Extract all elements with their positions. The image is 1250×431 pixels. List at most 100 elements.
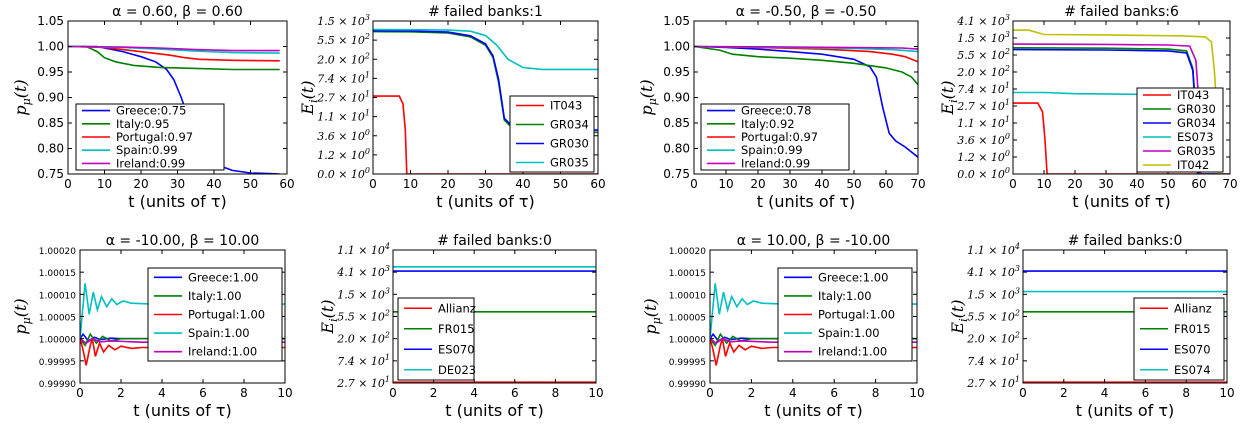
- x-tick-label: 8: [240, 386, 248, 400]
- chart-panel-8: # failed banks:0 0 2 4 6 8 10 2.7 × 101 7.4 × 10…: [948, 233, 1235, 420]
- x-tick-label: 70: [910, 177, 925, 191]
- x-tick-label: 2: [1060, 386, 1068, 400]
- y-tick-label: 2.0 × 102: [956, 64, 1010, 79]
- legend-label: FR015: [438, 322, 475, 336]
- legend-box: [397, 297, 475, 381]
- x-tick-label: 0: [64, 177, 72, 191]
- x-axis-label: t (units of τ): [133, 401, 231, 420]
- y-tick-label: 1.05: [37, 14, 64, 28]
- x-tick-label: 0: [1009, 177, 1017, 191]
- x-tick-label: 0: [1019, 386, 1027, 400]
- y-tick-label: 0.90: [37, 91, 64, 105]
- y-tick-label: 5.5 × 102: [967, 309, 1020, 324]
- x-tick-label: 0: [690, 177, 698, 191]
- chart-panel-3: α = -0.50, β = -0.50 0 10 20 30 40 50 60 70 0.75 0…: [637, 4, 926, 211]
- x-tick-label: 20: [1067, 177, 1082, 191]
- y-axis-label: pμ(t): [637, 79, 659, 115]
- chart-panel-1: α = 0.60, β = 0.60 0 10 20 30 40 50 60 0.75 0.80 0…: [11, 4, 295, 211]
- x-tick-label: 60: [1191, 177, 1206, 191]
- legend-label: GR035: [1177, 144, 1216, 158]
- y-tick-label: 3.6 × 100: [957, 132, 1010, 147]
- y-tick-label: 1.5 × 103: [337, 286, 390, 301]
- y-tick-label: 1.1 × 101: [317, 109, 370, 124]
- y-tick-label: 5.5 × 102: [317, 32, 370, 47]
- x-tick-label: 0: [706, 386, 714, 400]
- series-line-it043: [1013, 102, 1230, 174]
- y-tick-label: 1.00005: [669, 314, 706, 324]
- y-tick-label: 1.00000: [39, 336, 76, 346]
- y-tick-label: 1.05: [663, 14, 690, 28]
- y-axis-label: Ei(t): [938, 80, 960, 115]
- y-tick-label: 0.99990: [669, 380, 706, 390]
- legend: Allianz FR015 ES070 DE023: [397, 297, 476, 381]
- y-axis-label: pμ(t): [11, 79, 33, 115]
- chart-title: # failed banks:0: [1068, 233, 1183, 249]
- y-axis-label: Ei(t): [948, 299, 970, 334]
- x-tick-label: 40: [206, 177, 221, 191]
- legend-label: Italy:1.00: [818, 289, 872, 303]
- legend-label: Spain:1.00: [188, 326, 250, 340]
- legend-label: Spain:0.99: [741, 143, 803, 157]
- y-tick-label: 1.2 × 100: [957, 149, 1010, 164]
- legend-label: Ireland:1.00: [188, 345, 257, 359]
- y-tick-label: 2.0 × 102: [316, 51, 370, 66]
- y-tick-label: 5.5 × 102: [957, 47, 1010, 62]
- chart-panel-7: α = 10.00, β = -10.00 0 2 4 6 8 10 0.99990 0.999…: [641, 233, 925, 420]
- legend-label: Italy:1.00: [188, 289, 242, 303]
- y-tick-label: 2.7 × 101: [956, 98, 1010, 113]
- x-tick-label: 2: [748, 386, 756, 400]
- x-tick-label: 6: [511, 386, 519, 400]
- legend-label: IT043: [550, 99, 582, 113]
- legend-label: FR015: [1174, 322, 1211, 336]
- y-axis-label: pμ(t): [641, 298, 663, 334]
- legend-label: GR034: [1177, 116, 1216, 130]
- x-tick-label: 4: [158, 386, 166, 400]
- y-tick-label: 2.7 × 101: [966, 375, 1020, 390]
- y-tick-label: 0.90: [663, 91, 690, 105]
- legend-label: Italy:0.92: [741, 117, 795, 131]
- x-tick-label: 30: [1098, 177, 1113, 191]
- y-tick-label: 0.99995: [39, 358, 76, 368]
- legend-label: GR030: [1177, 102, 1216, 116]
- legend-label: ES073: [1177, 130, 1214, 144]
- series-line-italy: [80, 332, 285, 347]
- y-tick-label: 1.00: [37, 40, 64, 54]
- x-tick-label: 50: [846, 177, 861, 191]
- x-tick-label: 0: [369, 177, 377, 191]
- legend-box: [509, 95, 595, 173]
- series-line-portugal: [710, 338, 917, 366]
- series-line-portugal: [80, 338, 285, 366]
- y-tick-label: 7.4 × 101: [337, 353, 390, 368]
- y-tick-label: 0.99990: [39, 380, 76, 390]
- y-tick-label: 1.00010: [669, 291, 706, 301]
- x-tick-label: 50: [1160, 177, 1175, 191]
- series-line-greece: [68, 45, 280, 174]
- chart-panel-5: α = -10.00, β = 10.00 0 2 4 6 8 10 0.99990 0.999…: [11, 233, 293, 420]
- series-line-portugal: [68, 45, 280, 62]
- chart-title: α = -0.50, β = -0.50: [736, 4, 877, 20]
- y-tick-label: 0.99995: [669, 358, 706, 368]
- x-tick-label: 20: [750, 177, 765, 191]
- y-tick-label: 1.00005: [39, 314, 76, 324]
- x-tick-label: 60: [590, 177, 605, 191]
- y-tick-label: 1.00000: [669, 336, 706, 346]
- series-line-ireland: [694, 45, 918, 50]
- x-axis-label: t (units of τ): [1076, 401, 1174, 420]
- series-line-gr035: [373, 28, 598, 71]
- x-tick-label: 6: [1142, 386, 1150, 400]
- x-axis-label: t (units of τ): [757, 192, 855, 211]
- plot-frame: [1012, 20, 1231, 175]
- legend-label: IT042: [1177, 158, 1209, 172]
- y-tick-label: 1.00015: [39, 269, 76, 279]
- legend-label: ES070: [438, 342, 475, 356]
- legend-label: Greece:0.78: [741, 104, 811, 118]
- x-tick-label: 10: [277, 386, 292, 400]
- legend-label: GR034: [550, 118, 589, 132]
- legend-label: Allianz: [1174, 301, 1212, 315]
- series-line-ireland: [68, 45, 280, 52]
- legend-label: Portugal:0.97: [741, 130, 818, 144]
- x-tick-label: 4: [470, 386, 478, 400]
- x-tick-label: 40: [1129, 177, 1144, 191]
- x-tick-label: 50: [553, 177, 568, 191]
- series-line-italy: [694, 45, 918, 86]
